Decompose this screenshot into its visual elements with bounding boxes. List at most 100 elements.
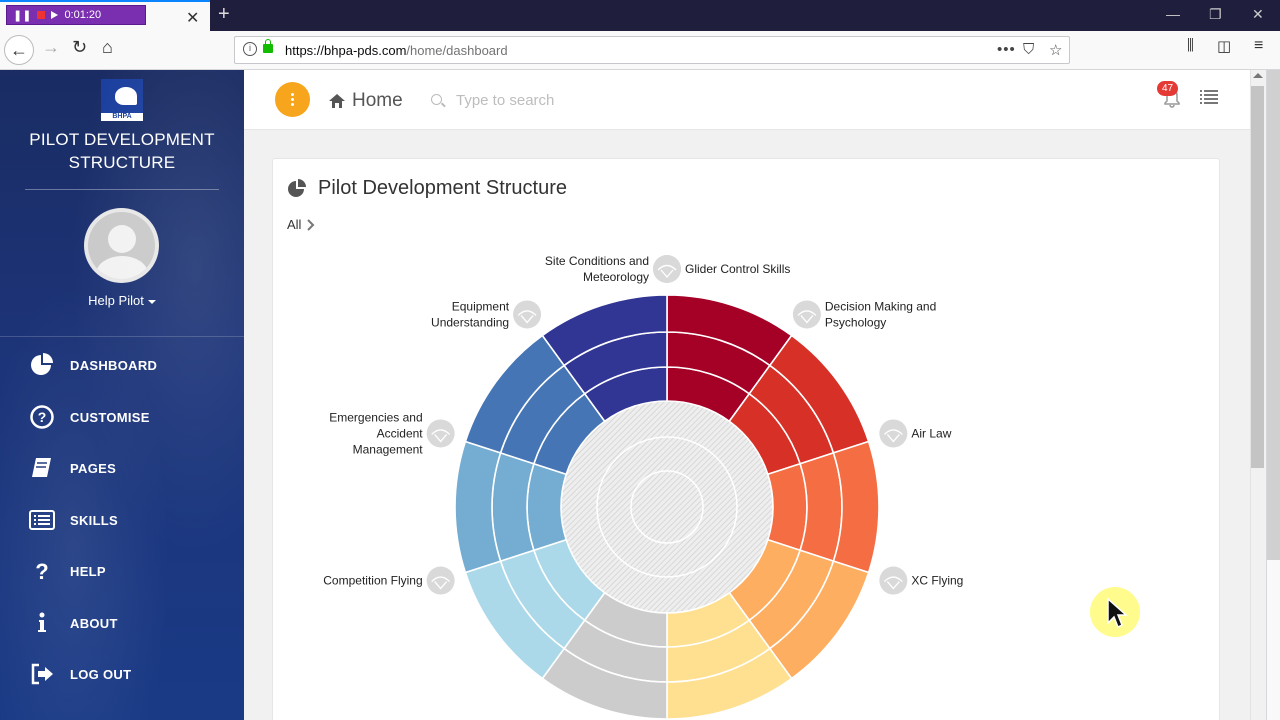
sidebar-item-about[interactable]: ABOUT [0, 603, 244, 643]
sidebar-item-label: PAGES [70, 460, 117, 476]
sidebar-divider-2 [0, 336, 244, 337]
segment-label-text: Psychology [825, 315, 886, 329]
sidebar: BHPA PILOT DEVELOPMENT STRUCTURE Help Pi… [0, 70, 244, 720]
list-alt-icon [29, 507, 55, 533]
address-bar[interactable]: i https://bhpa-pds.com/home/dashboard ••… [234, 36, 1070, 64]
segment-label[interactable]: Equipment Understanding [431, 299, 542, 329]
segment-label-text: Meteorology [583, 270, 649, 284]
sidebar-item-customise[interactable]: ? CUSTOMISE [0, 397, 244, 437]
play-icon[interactable] [51, 11, 59, 19]
breadcrumb-all[interactable]: All [287, 217, 315, 232]
glider-badge-icon [879, 566, 908, 595]
home-breadcrumb[interactable]: Home [328, 90, 403, 112]
sidebar-item-skills[interactable]: SKILLS [0, 500, 244, 540]
svg-text:?: ? [38, 409, 47, 425]
browser-tab-bar: ❚❚ 0:01:20 ✕ + — ❐ ✕ [0, 0, 1280, 31]
glider-icon [883, 576, 903, 590]
menu-toggle-button[interactable] [275, 82, 310, 117]
glider-icon [517, 310, 537, 324]
screen-recorder-widget[interactable]: ❚❚ 0:01:20 [6, 5, 146, 25]
chart-segment-ring[interactable] [526, 462, 568, 552]
glider-badge-icon [879, 419, 908, 448]
search-input[interactable] [456, 88, 756, 112]
caret-down-icon [147, 299, 156, 304]
close-window-icon[interactable]: ✕ [1252, 6, 1264, 22]
chart-segment-ring[interactable] [541, 294, 668, 367]
sidebar-item-dashboard[interactable]: DASHBOARD [0, 345, 244, 385]
segment-label[interactable]: Competition Flying [323, 566, 455, 595]
chart-segment-ring[interactable] [799, 451, 843, 563]
back-icon[interactable]: ← [4, 35, 34, 65]
site-title-line2: STRUCTURE [68, 153, 176, 172]
segment-label-text: Decision Making and [825, 299, 936, 313]
browser-scrollbar[interactable] [1266, 70, 1280, 720]
pause-icon[interactable]: ❚❚ [13, 9, 32, 22]
library-icon[interactable]: ⫼ [1187, 37, 1194, 54]
sidebar-item-pages[interactable]: PAGES [0, 448, 244, 488]
chart-center-ring [596, 436, 738, 578]
chevron-right-icon [307, 218, 315, 231]
forward-icon[interactable]: → [42, 37, 60, 57]
segment-label-text: Management [353, 442, 424, 456]
page-scrollbar-thumb[interactable] [1251, 86, 1264, 468]
new-tab-icon[interactable]: + [218, 3, 230, 25]
sidebar-item-help[interactable]: ? HELP [0, 551, 244, 591]
chart-center-core [630, 470, 704, 544]
list-icon[interactable] [1200, 90, 1218, 104]
bookmark-star-icon[interactable]: ☆ [1049, 42, 1063, 59]
segment-label-text: Understanding [431, 315, 509, 329]
home-icon [329, 94, 345, 108]
segment-label[interactable]: Decision Making and Psychology [792, 299, 936, 329]
glider-badge-icon [792, 300, 821, 329]
glider-badge-icon [426, 419, 455, 448]
chart-center [561, 401, 773, 613]
book-icon [29, 455, 55, 481]
segment-label-text: Air Law [911, 426, 951, 440]
pds-card: Pilot Development Structure All Glider C… [272, 158, 1220, 720]
segment-label[interactable]: XC Flying [879, 566, 963, 595]
segment-label[interactable]: Site Conditions and Meteorology [545, 254, 681, 284]
scroll-up-icon[interactable] [1253, 73, 1263, 78]
user-menu[interactable]: Help Pilot [0, 293, 244, 308]
url-text[interactable]: https://bhpa-pds.com/home/dashboard [285, 43, 508, 58]
browser-menu-icon[interactable]: ≡ [1254, 37, 1264, 54]
page-actions-icon[interactable]: ••• [997, 41, 1016, 58]
pie-chart-icon [29, 352, 55, 378]
home-label: Home [352, 90, 403, 111]
segment-label[interactable]: Air Law [879, 419, 952, 448]
mouse-cursor-icon [1107, 597, 1128, 629]
glider-icon [431, 576, 451, 590]
sidebar-toggle-icon[interactable]: ◫ [1217, 38, 1232, 55]
breadcrumb-label: All [287, 217, 302, 232]
segment-label-text: XC Flying [911, 574, 963, 588]
segment-label[interactable]: Emergencies and Accident Management [329, 410, 455, 456]
card-title: Pilot Development Structure [318, 177, 568, 199]
chart-segment-ring[interactable] [491, 451, 535, 563]
site-title: PILOT DEVELOPMENT STRUCTURE [0, 128, 244, 174]
site-title-line1: PILOT DEVELOPMENT [29, 130, 215, 149]
restore-icon[interactable]: ❐ [1209, 6, 1222, 22]
segment-label-text: Emergencies and [329, 410, 422, 424]
stop-icon[interactable] [37, 11, 46, 19]
glider-badge-icon [426, 566, 455, 595]
pocket-icon[interactable]: ⛉ [1023, 41, 1035, 58]
glider-icon [883, 429, 903, 443]
avatar[interactable] [84, 208, 159, 283]
info-icon [29, 610, 55, 636]
tab-close-icon[interactable]: ✕ [186, 10, 200, 27]
sidebar-item-label: HELP [70, 563, 106, 579]
browser-tab[interactable]: ❚❚ 0:01:20 ✕ [0, 0, 210, 31]
sidebar-item-label: CUSTOMISE [70, 409, 150, 425]
glider-icon [431, 429, 451, 443]
segment-label-text: Glider Control Skills [685, 262, 790, 276]
browser-scrollbar-thumb[interactable] [1267, 70, 1280, 560]
pie-chart-icon [288, 179, 306, 197]
url-path: /home/dashboard [406, 43, 508, 58]
home-icon[interactable]: ⌂ [102, 37, 113, 57]
minimize-icon[interactable]: — [1166, 6, 1180, 22]
chart-segment-ring[interactable] [766, 462, 808, 552]
reload-icon[interactable]: ↻ [72, 37, 88, 57]
info-icon[interactable]: i [243, 42, 257, 56]
sidebar-item-logout[interactable]: LOG OUT [0, 654, 244, 694]
bhpa-logo[interactable]: BHPA [101, 79, 143, 121]
